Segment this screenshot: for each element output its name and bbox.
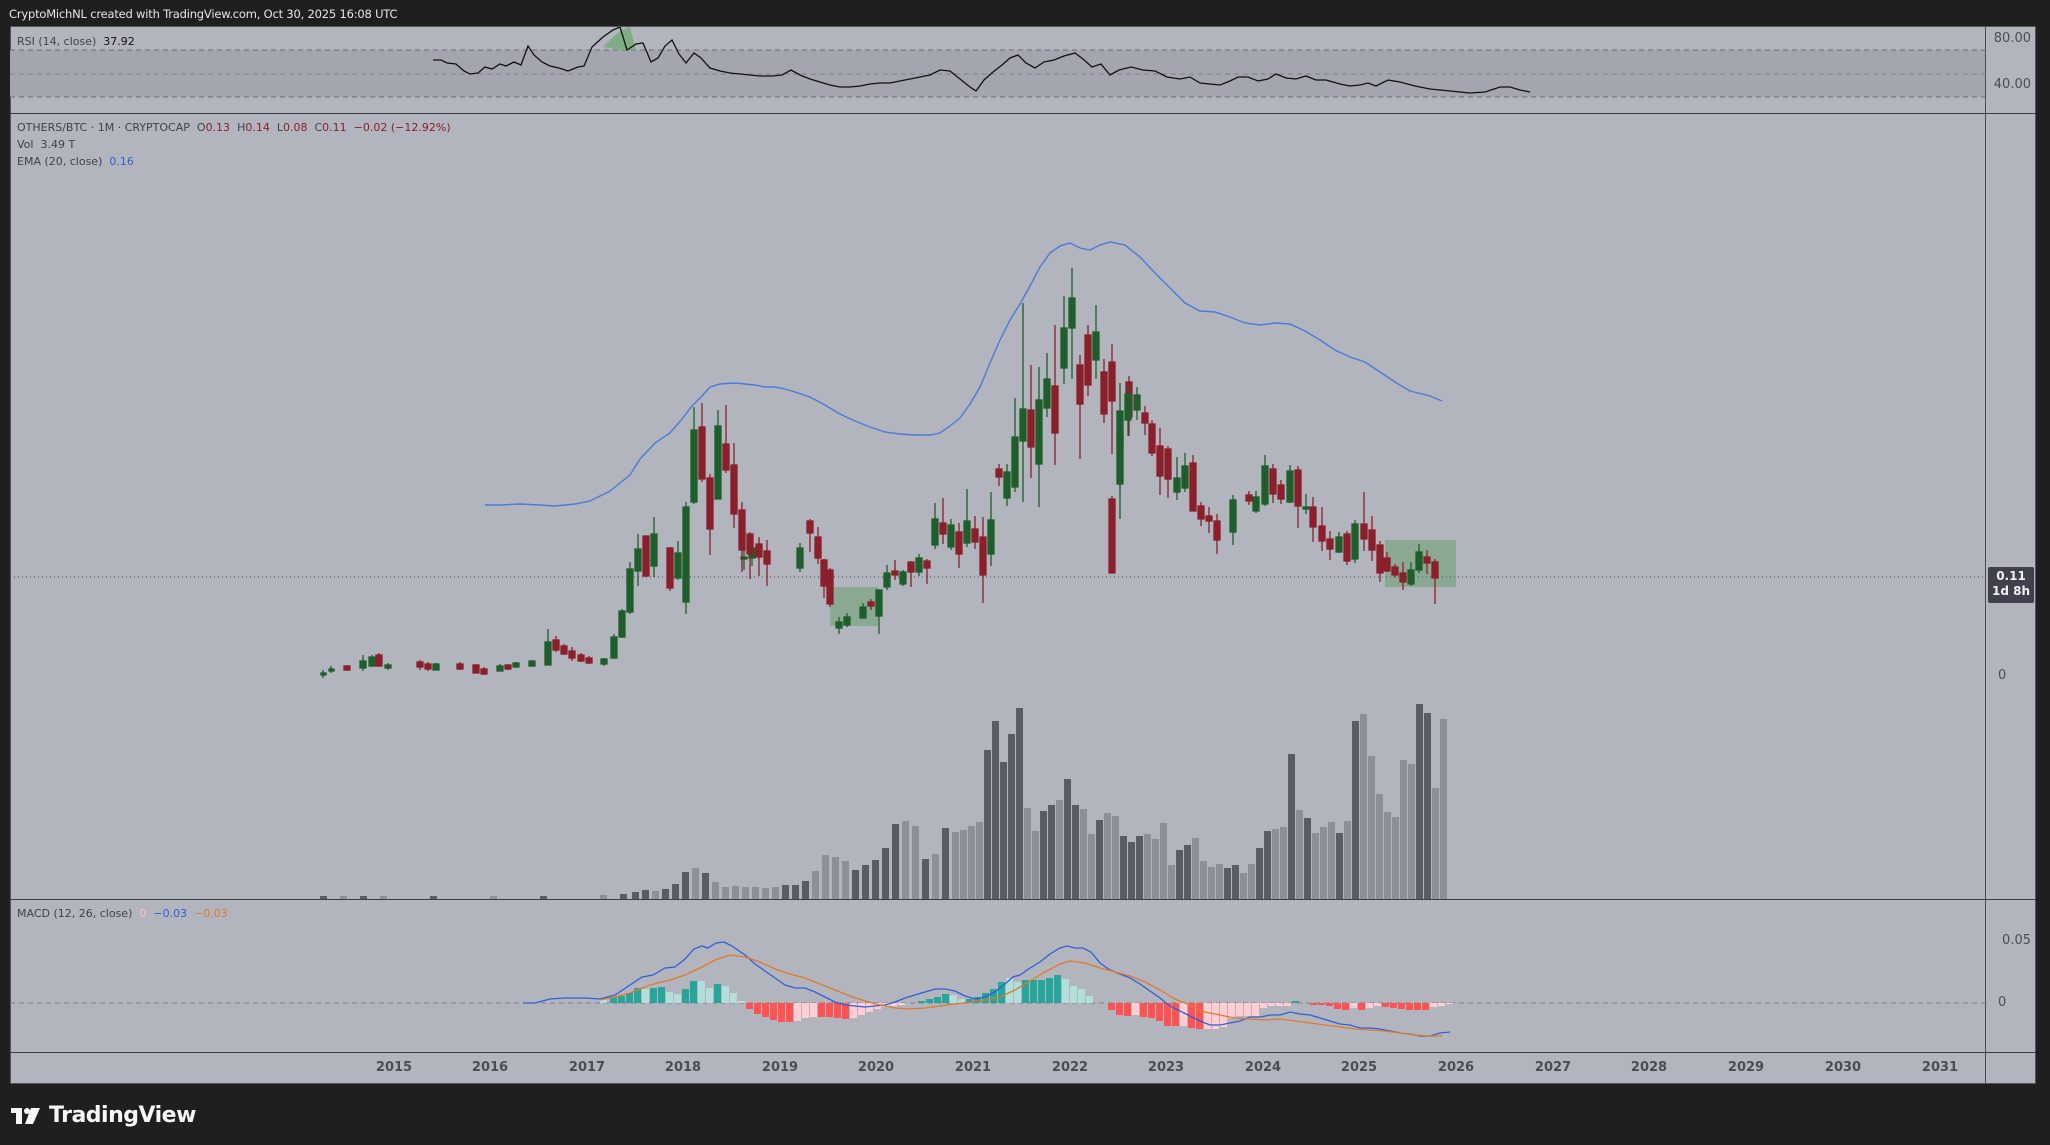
macd-pane[interactable]: MACD (12, 26, close) 0 −0.03 −0.03 — [10, 900, 1985, 1052]
high-value: 0.14 — [245, 121, 270, 134]
macd-histogram — [600, 975, 1453, 1029]
change-value: −0.02 (−12.92%) — [353, 121, 451, 134]
high-label: H — [237, 121, 246, 134]
pane-separator[interactable] — [10, 113, 2036, 114]
candles — [320, 268, 1439, 678]
ema-legend: EMA (20, close) 0.16 — [17, 155, 134, 168]
low-value: 0.08 — [282, 121, 308, 134]
last-price-badge: 0.11 1d 8h — [1988, 567, 2034, 603]
close-label: C — [314, 121, 323, 134]
x-tick: 2017 — [568, 1060, 606, 1075]
main-price-pane[interactable]: OTHERS/BTC · 1M · CRYPTOCAP O0.13 H0.14 … — [10, 114, 1985, 899]
axis-corner-divider — [1985, 1052, 1986, 1084]
x-tick: 2020 — [857, 1060, 895, 1075]
macd-signal-value: −0.03 — [194, 907, 228, 920]
low-label: L — [276, 121, 283, 134]
x-tick: 2026 — [1437, 1060, 1475, 1075]
x-tick: 2025 — [1340, 1060, 1378, 1075]
x-tick: 2027 — [1534, 1060, 1572, 1075]
pane-separator[interactable] — [10, 899, 2036, 900]
time-axis-separator — [10, 1052, 2036, 1053]
macd-tick-0: 0 — [1998, 995, 2007, 1010]
rsi-label: RSI (14, close) — [17, 35, 97, 48]
x-tick: 2029 — [1727, 1060, 1765, 1075]
x-tick: 2031 — [1921, 1060, 1959, 1075]
rsi-value: 37.92 — [103, 35, 135, 48]
macd-legend: MACD (12, 26, close) 0 −0.03 −0.03 — [17, 907, 228, 920]
macd-hist-value: 0 — [139, 907, 147, 920]
macd-line — [523, 941, 1451, 1037]
attribution-text: CryptoMichNL created with TradingView.co… — [9, 7, 398, 21]
close-value: 0.11 — [322, 121, 347, 134]
x-tick: 2016 — [471, 1060, 509, 1075]
ema-label: EMA (20, close) — [17, 155, 103, 168]
open-value: 0.13 — [205, 121, 231, 134]
volume-legend: Vol 3.49 T — [17, 138, 75, 151]
main-price-axis[interactable]: 0 — [1985, 114, 2037, 899]
macd-label: MACD (12, 26, close) — [17, 907, 133, 920]
x-tick: 2024 — [1244, 1060, 1282, 1075]
rsi-tick-40: 40.00 — [1993, 77, 2031, 92]
rsi-plot — [10, 27, 1985, 98]
bar-countdown: 1d 8h — [1991, 584, 2030, 598]
last-price: 0.11 — [1996, 569, 2026, 583]
chart-frame — [10, 26, 2036, 1084]
tradingview-logo[interactable]: TradingView — [11, 1103, 196, 1128]
rsi-pane[interactable]: RSI (14, close) 37.92 — [10, 27, 1985, 113]
macd-tick-005: 0.05 — [2002, 933, 2031, 948]
x-tick: 2021 — [954, 1060, 992, 1075]
symbol-legend: OTHERS/BTC · 1M · CRYPTOCAP O0.13 H0.14 … — [17, 121, 451, 134]
x-tick: 2022 — [1051, 1060, 1089, 1075]
ema-line — [485, 241, 1443, 507]
price-tick-zero: 0 — [1998, 668, 2007, 683]
open-label: O — [196, 121, 206, 134]
rsi-price-axis[interactable]: 80.00 40.00 — [1985, 27, 2037, 113]
price-plot — [10, 241, 1985, 899]
macd-axis[interactable]: 0.05 0 — [1985, 900, 2037, 1052]
vol-value: 3.49 T — [40, 138, 76, 151]
macd-value: −0.03 — [153, 907, 188, 920]
ema-value: 0.16 — [109, 155, 134, 168]
x-tick: 2030 — [1824, 1060, 1862, 1075]
x-tick: 2018 — [664, 1060, 702, 1075]
x-tick: 2028 — [1630, 1060, 1668, 1075]
x-tick: 2019 — [761, 1060, 799, 1075]
tradingview-logo-icon — [11, 1107, 40, 1124]
rsi-legend: RSI (14, close) 37.92 — [17, 35, 135, 48]
rsi-tick-80: 80.00 — [1993, 31, 2031, 46]
x-tick: 2015 — [375, 1060, 413, 1075]
symbol-name: OTHERS/BTC · 1M · CRYPTOCAP — [17, 121, 190, 134]
signal-line — [599, 954, 1442, 1037]
vol-label: Vol — [17, 138, 34, 151]
macd-plot — [10, 941, 1985, 1037]
brand-name: TradingView — [49, 1103, 196, 1128]
x-tick: 2023 — [1147, 1060, 1185, 1075]
attribution-bar: CryptoMichNL created with TradingView.co… — [0, 0, 2050, 26]
volume-bars — [320, 704, 1447, 899]
